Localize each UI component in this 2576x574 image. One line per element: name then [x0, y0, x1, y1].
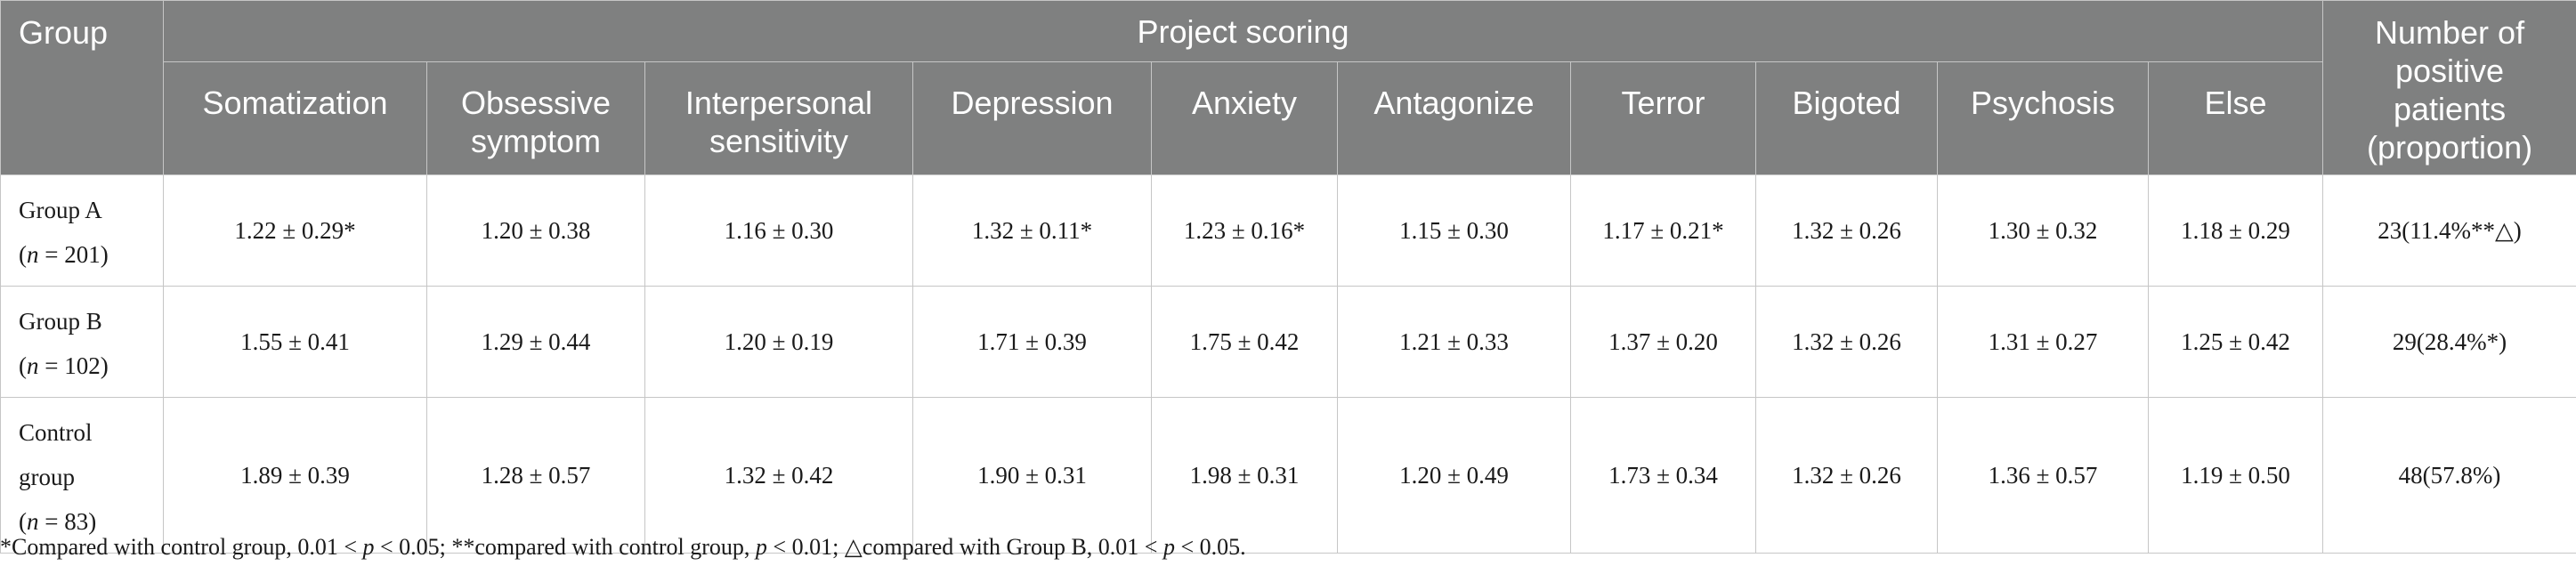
table-row: Group B (n = 102) 1.55 ± 0.41 1.29 ± 0.4…	[0, 286, 2576, 398]
row-name: Group B	[19, 308, 102, 335]
cell-depression: 1.32 ± 0.11*	[912, 174, 1152, 287]
scoring-table: Group Project scoring Number of positive…	[0, 0, 2576, 554]
cell-else: 1.19 ± 0.50	[2147, 397, 2324, 554]
header-somatization: Somatization	[163, 61, 427, 175]
cell-psychosis: 1.30 ± 0.32	[1937, 174, 2149, 287]
header-positive-line: positive	[2395, 53, 2505, 89]
row-n: (n = 201)	[19, 241, 109, 268]
row-n: (n = 102)	[19, 352, 109, 379]
header-label: Depression	[951, 85, 1114, 121]
p-symbol: p	[755, 534, 767, 560]
header-interpersonal-sensitivity: Interpersonal sensitivity	[644, 61, 913, 175]
cell-antagonize: 1.20 ± 0.49	[1337, 397, 1571, 554]
cell-terror: 1.73 ± 0.34	[1570, 397, 1756, 554]
n-symbol: n	[27, 352, 39, 379]
cell-antagonize: 1.15 ± 0.30	[1337, 174, 1571, 287]
header-antagonize: Antagonize	[1337, 61, 1571, 175]
header-else: Else	[2147, 61, 2324, 175]
cell-somatization: 1.55 ± 0.41	[163, 286, 427, 398]
footnote-text: *Compared with control group, 0.01 <	[0, 534, 363, 560]
p-symbol: p	[362, 534, 375, 560]
cell-else: 1.18 ± 0.29	[2147, 174, 2324, 287]
n-value: = 83)	[38, 508, 97, 535]
footnote-text: < 0.01; △compared with Group B, 0.01 <	[766, 534, 1163, 560]
header-positive-line: (proportion)	[2367, 129, 2533, 166]
cell-obsessive-symptom: 1.20 ± 0.38	[426, 174, 645, 287]
cell-interpersonal-sensitivity: 1.20 ± 0.19	[644, 286, 913, 398]
cell-bigoted: 1.32 ± 0.26	[1755, 286, 1938, 398]
cell-psychosis: 1.36 ± 0.57	[1937, 397, 2149, 554]
header-label-line2: sensitivity	[709, 123, 849, 159]
cell-positive-patients: 23(11.4%**△)	[2322, 174, 2576, 287]
cell-anxiety: 1.75 ± 0.42	[1151, 286, 1338, 398]
header-positive-line: patients	[2394, 91, 2507, 127]
header-label: Somatization	[202, 85, 388, 121]
row-label: Group B (n = 102)	[0, 286, 164, 398]
header-label: Psychosis	[1970, 85, 2116, 121]
n-symbol: n	[27, 241, 39, 268]
row-label: Control group (n = 83)	[0, 397, 164, 554]
cell-else: 1.25 ± 0.42	[2147, 286, 2324, 398]
table-footnote: *Compared with control group, 0.01 < p <…	[0, 534, 1246, 561]
header-psychosis: Psychosis	[1937, 61, 2149, 175]
header-project-scoring: Project scoring	[162, 0, 2324, 62]
cell-terror: 1.17 ± 0.21*	[1570, 174, 1756, 287]
header-bigoted: Bigoted	[1755, 61, 1938, 175]
cell-psychosis: 1.31 ± 0.27	[1937, 286, 2149, 398]
cell-obsessive-symptom: 1.29 ± 0.44	[426, 286, 645, 398]
header-terror: Terror	[1570, 61, 1756, 175]
header-label: Bigoted	[1792, 85, 1901, 121]
header-label: Interpersonal	[685, 85, 873, 121]
header-label-line2: symptom	[470, 123, 602, 159]
cell-obsessive-symptom: 1.28 ± 0.57	[426, 397, 645, 554]
cell-antagonize: 1.21 ± 0.33	[1337, 286, 1571, 398]
header-depression: Depression	[912, 61, 1152, 175]
cell-terror: 1.37 ± 0.20	[1570, 286, 1756, 398]
cell-bigoted: 1.32 ± 0.26	[1755, 397, 1938, 554]
cell-depression: 1.71 ± 0.39	[912, 286, 1152, 398]
header-positive-patients: Number of positive patients (proportion)	[2322, 0, 2576, 175]
row-name: Group A	[19, 197, 102, 223]
row-n: (n = 83)	[19, 508, 97, 535]
table-row: Group A (n = 201) 1.22 ± 0.29* 1.20 ± 0.…	[0, 174, 2576, 287]
cell-interpersonal-sensitivity: 1.16 ± 0.30	[644, 174, 913, 287]
header-positive-line: Number of	[2375, 14, 2525, 51]
row-name: Control	[19, 419, 93, 446]
row-name-line2: group	[19, 464, 75, 490]
cell-somatization: 1.22 ± 0.29*	[163, 174, 427, 287]
n-value: = 102)	[38, 352, 109, 379]
header-label: Obsessive	[460, 85, 612, 121]
cell-interpersonal-sensitivity: 1.32 ± 0.42	[644, 397, 913, 554]
cell-bigoted: 1.32 ± 0.26	[1755, 174, 1938, 287]
header-group: Group	[0, 0, 164, 175]
p-symbol: p	[1162, 534, 1175, 560]
header-label: Else	[2204, 85, 2267, 121]
cell-positive-patients: 48(57.8%)	[2322, 397, 2576, 554]
header-label: Terror	[1621, 85, 1705, 121]
results-table-wrapper: Group Project scoring Number of positive…	[0, 0, 2576, 554]
n-symbol: n	[27, 508, 39, 535]
cell-anxiety: 1.98 ± 0.31	[1151, 397, 1338, 554]
cell-positive-patients: 29(28.4%*)	[2322, 286, 2576, 398]
cell-somatization: 1.89 ± 0.39	[163, 397, 427, 554]
cell-anxiety: 1.23 ± 0.16*	[1151, 174, 1338, 287]
header-label: Antagonize	[1373, 85, 1535, 121]
row-label: Group A (n = 201)	[0, 174, 164, 287]
header-label: Anxiety	[1191, 85, 1298, 121]
header-obsessive-symptom: Obsessive symptom	[426, 61, 645, 175]
footnote-text: < 0.05.	[1174, 534, 1246, 560]
header-anxiety: Anxiety	[1151, 61, 1338, 175]
n-value: = 201)	[38, 241, 109, 268]
footnote-text: < 0.05; **compared with control group,	[374, 534, 756, 560]
cell-depression: 1.90 ± 0.31	[912, 397, 1152, 554]
table-row: Control group (n = 83) 1.89 ± 0.39 1.28 …	[0, 397, 2576, 554]
